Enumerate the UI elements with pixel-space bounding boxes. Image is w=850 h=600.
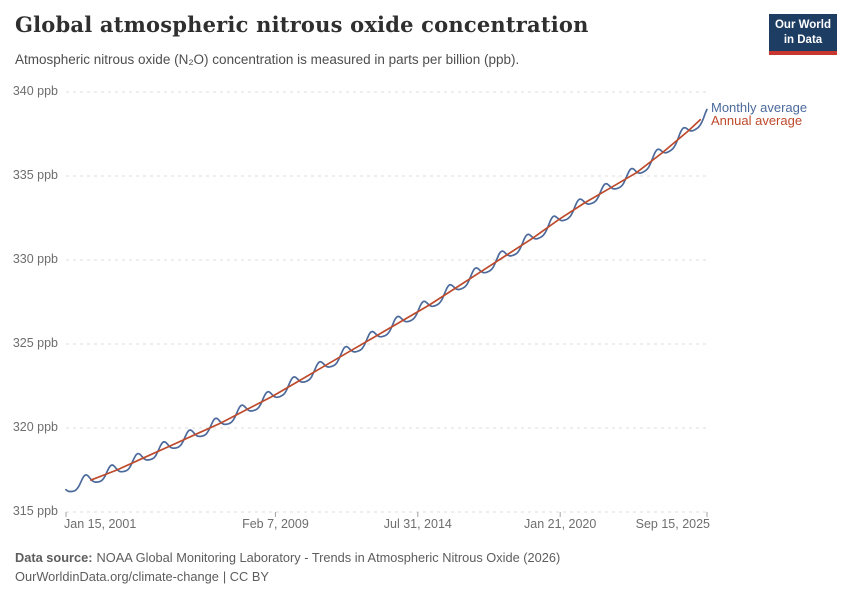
legend-monthly-label: Monthly average (711, 100, 808, 116)
footer-license: | CC BY (222, 569, 269, 584)
y-axis-label: 315 ppb (12, 504, 58, 518)
legend-annual-label: Annual average (711, 112, 803, 128)
chart-subtitle: Atmospheric nitrous oxide (N₂O) concentr… (15, 52, 520, 67)
x-axis-label: Jul 31, 2014 (383, 517, 452, 531)
annual-average-line (90, 118, 702, 481)
footer-link[interactable]: OurWorldinData.org/climate-change (15, 569, 219, 584)
data-source-text: NOAA Global Monitoring Laboratory - Tren… (96, 550, 561, 565)
y-axis-label: 320 ppb (12, 420, 58, 434)
footer-license-line: OurWorldinData.org/climate-change | CC BY (15, 567, 795, 586)
chart-title: Global atmospheric nitrous oxide concent… (15, 12, 589, 37)
owid-logo-red-bar (769, 50, 837, 55)
y-axis-label: 340 ppb (12, 84, 58, 98)
owid-logo-text: Our World in Data (769, 14, 837, 51)
y-axis-label: 335 ppb (12, 168, 58, 182)
x-axis-label: Feb 7, 2009 (242, 517, 309, 531)
y-axis-label: 330 ppb (12, 252, 58, 266)
owid-logo[interactable]: Our World in Data (769, 14, 837, 55)
monthly-average-line (65, 108, 708, 493)
footer-source-line: Data source: NOAA Global Monitoring Labor… (15, 548, 795, 567)
x-axis-label: Jan 21, 2020 (524, 517, 597, 531)
data-source-label: Data source: (15, 550, 93, 565)
x-axis-label: Jan 15, 2001 (64, 517, 137, 531)
y-axis-label: 325 ppb (12, 336, 58, 350)
x-axis-label: Sep 15, 2025 (635, 517, 710, 531)
footer: Data source: NOAA Global Monitoring Labor… (15, 548, 795, 586)
